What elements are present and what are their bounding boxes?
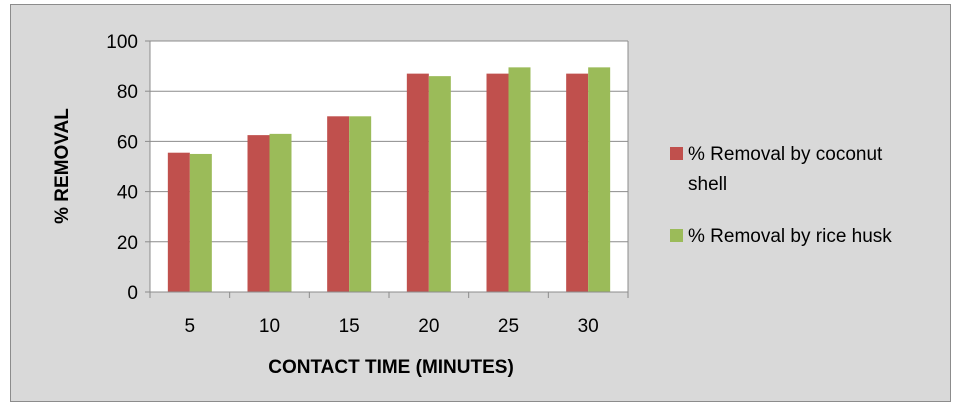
- x-tick-label: 25: [498, 316, 519, 337]
- x-tick-label: 5: [185, 316, 196, 337]
- bar-rice-husk: [508, 67, 531, 292]
- x-tick-label: 10: [259, 316, 280, 337]
- y-axis-title: % REMOVAL: [52, 108, 73, 224]
- gridlines: [150, 40, 628, 243]
- bar-coconut-shell: [327, 116, 350, 292]
- y-tick-label: 60: [117, 132, 138, 153]
- legend-swatch-coconut-shell: [670, 147, 683, 160]
- x-tick-label: 30: [578, 316, 599, 337]
- legend: % Removal by coconut shell % Removal by r…: [670, 144, 892, 247]
- bar-rice-husk: [269, 133, 292, 292]
- y-tick-label: 80: [117, 82, 138, 103]
- plot-area: [150, 41, 628, 292]
- x-axis-title: CONTACT TIME (MINUTES): [268, 357, 514, 378]
- bar-coconut-shell: [247, 135, 270, 292]
- y-tick-label: 20: [117, 233, 138, 254]
- legend-swatch-rice-husk: [670, 229, 683, 242]
- y-tick-labels: 0 20 40 60 80 100: [106, 32, 138, 304]
- bar-rice-husk: [588, 67, 611, 292]
- bar-coconut-shell: [486, 73, 509, 292]
- bar-rice-husk: [349, 116, 372, 292]
- bar-coconut-shell: [167, 152, 190, 292]
- x-tick-label: 20: [418, 316, 439, 337]
- bars: [167, 67, 611, 292]
- bar-rice-husk: [428, 76, 451, 292]
- bar-rice-husk: [189, 153, 212, 292]
- bar-coconut-shell: [566, 73, 589, 292]
- legend-label-coconut-shell: % Removal by coconut shell: [688, 144, 883, 195]
- x-tick-label: 15: [339, 316, 360, 337]
- y-tick-label: 0: [127, 283, 138, 304]
- axes: [145, 40, 629, 298]
- y-tick-label: 100: [106, 32, 138, 53]
- legend-label-rice-husk: % Removal by rice husk: [688, 226, 892, 247]
- y-tick-label: 40: [117, 183, 138, 204]
- x-tick-labels: 5 10 15 20 25 30: [185, 316, 599, 337]
- bar-coconut-shell: [406, 73, 429, 292]
